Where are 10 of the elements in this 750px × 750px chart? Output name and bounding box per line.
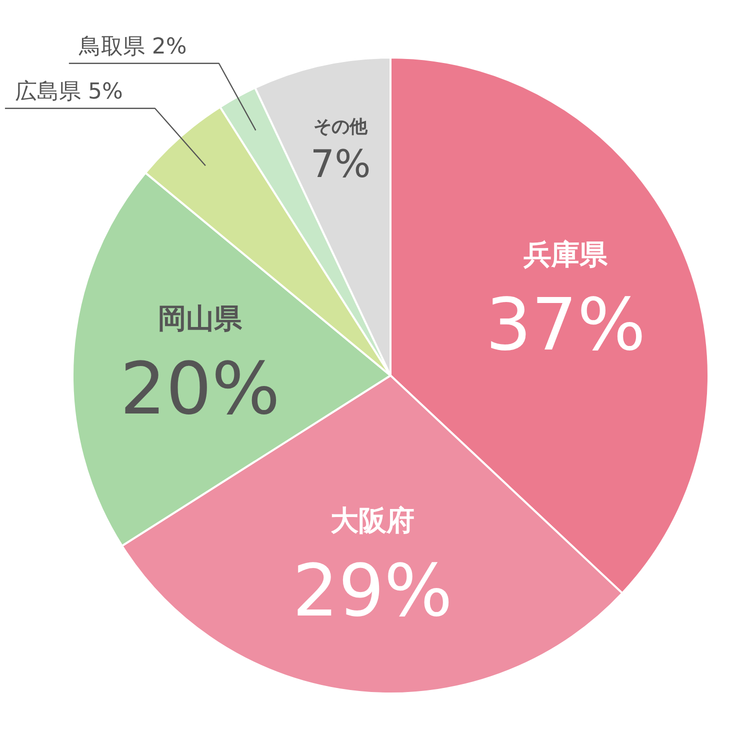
slice-label: 広島県 5% [14,79,123,104]
data-label: 29% [292,548,453,632]
data-label: 7% [310,142,371,186]
data-label: 37% [486,282,646,367]
slice-label: 大阪府 [330,504,415,537]
slice-label: 岡山県 [158,302,244,336]
data-label: 20% [120,346,280,431]
slice-label: 鳥取県 2% [78,34,187,60]
slice-label: 兵庫県 [522,238,609,272]
slice-label: その他 [314,116,369,138]
